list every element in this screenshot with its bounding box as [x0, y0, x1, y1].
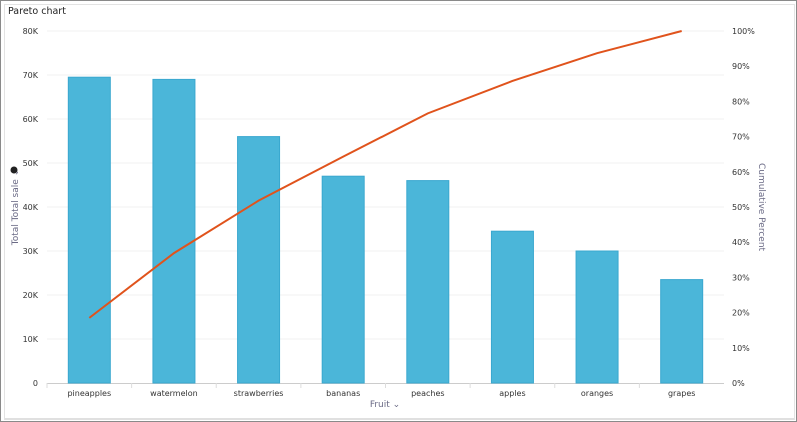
x-tick-label: peaches — [411, 389, 444, 398]
bar — [152, 78, 196, 384]
y-tick-label: 0 — [33, 379, 38, 388]
y2-tick-label: 30% — [732, 273, 750, 282]
bar — [321, 175, 365, 384]
y2-tick-label: 40% — [732, 238, 750, 247]
x-tick-label: grapes — [668, 389, 695, 398]
bar — [490, 230, 534, 384]
y-tick-label: 50K — [23, 159, 39, 168]
y-tick-label: 80K — [23, 27, 39, 36]
y2-axis-label: Cumulative Percent — [756, 163, 766, 252]
y2-tick-label: 70% — [732, 133, 750, 142]
y-tick-label: 70K — [23, 71, 39, 80]
y2-tick-label: 60% — [732, 168, 750, 177]
bar — [237, 136, 281, 384]
cumulative-percent-line — [88, 30, 682, 319]
y2-tick-label: 50% — [732, 203, 750, 212]
y2-tick-label: 0% — [732, 379, 745, 388]
x-axis-label[interactable]: Fruit ⌄ — [370, 400, 400, 410]
y2-tick-label: 80% — [732, 97, 750, 106]
chart-panel — [4, 4, 795, 420]
x-tick-label: pineapples — [67, 389, 111, 398]
x-tick-label: watermelon — [150, 389, 198, 398]
x-tick-label: apples — [499, 389, 525, 398]
chart-title: Pareto chart — [8, 6, 66, 17]
bar — [406, 180, 450, 384]
y2-tick-label: 20% — [732, 309, 750, 318]
sort-icon[interactable] — [10, 166, 18, 174]
bar — [67, 76, 111, 384]
y2-tick-label: 10% — [732, 344, 750, 353]
y-axis-label[interactable]: Total Total sale ⌄ — [11, 169, 21, 246]
y-tick-label: 30K — [23, 247, 39, 256]
x-tick-label: oranges — [581, 389, 613, 398]
bar — [575, 250, 619, 384]
y-tick-label: 40K — [23, 203, 39, 212]
y-tick-label: 10K — [23, 335, 39, 344]
bar — [660, 279, 704, 384]
y-tick-label: 60K — [23, 115, 39, 124]
y2-tick-label: 100% — [732, 27, 755, 36]
x-tick-label: strawberries — [234, 389, 284, 398]
y-tick-label: 20K — [23, 291, 39, 300]
y2-tick-label: 90% — [732, 62, 750, 71]
x-tick-label: bananas — [326, 389, 360, 398]
